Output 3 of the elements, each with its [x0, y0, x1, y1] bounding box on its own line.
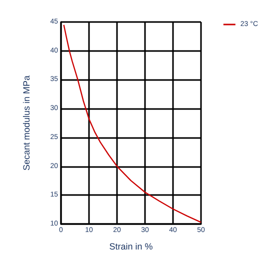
line-series	[63, 24, 202, 223]
x-axis-title: Strain in %	[109, 242, 153, 252]
y-axis-title: Secant modulus in MPa	[22, 75, 32, 171]
